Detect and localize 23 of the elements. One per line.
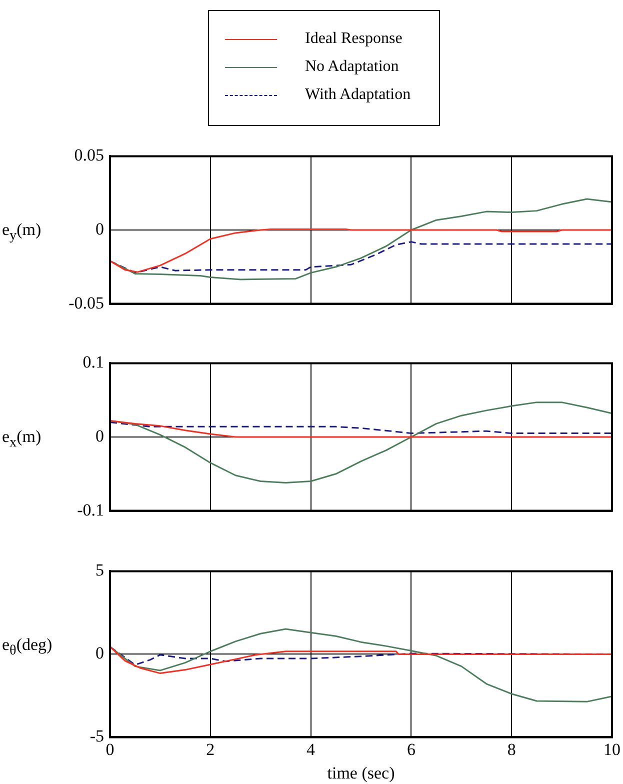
y-tick-label: 0 bbox=[96, 426, 104, 446]
y-axis-title: e$_{x}$(m) bbox=[2, 427, 42, 450]
x-tick-label: 10 bbox=[604, 740, 620, 759]
line-series bbox=[110, 241, 612, 274]
legend-label: No Adaptation bbox=[305, 58, 399, 76]
x-tick-label: 6 bbox=[406, 740, 416, 759]
y-tick-label: 0 bbox=[96, 644, 104, 663]
y-tick-label: 0.05 bbox=[74, 146, 104, 165]
x-tick-label: 2 bbox=[206, 740, 215, 759]
y-tick-label: -0.1 bbox=[77, 500, 104, 520]
line-series bbox=[110, 421, 612, 434]
x-axis-title: time (sec) bbox=[327, 763, 395, 782]
y-axis-title: e$_{θ}$(deg) bbox=[2, 635, 52, 658]
y-tick-label: -0.05 bbox=[68, 293, 104, 312]
y-tick-label: 5 bbox=[96, 560, 104, 580]
legend-label: With Adaptation bbox=[305, 86, 411, 104]
y-axis-title: e$_{y}$(m) bbox=[2, 220, 42, 244]
legend-label: Ideal Response bbox=[305, 30, 402, 48]
x-tick-label: 4 bbox=[306, 740, 316, 759]
x-tick-label: 8 bbox=[507, 740, 516, 759]
y-tick-label: 0 bbox=[96, 219, 104, 238]
y-tick-label: -5 bbox=[90, 726, 104, 746]
y-tick-label: 0.1 bbox=[82, 352, 104, 372]
